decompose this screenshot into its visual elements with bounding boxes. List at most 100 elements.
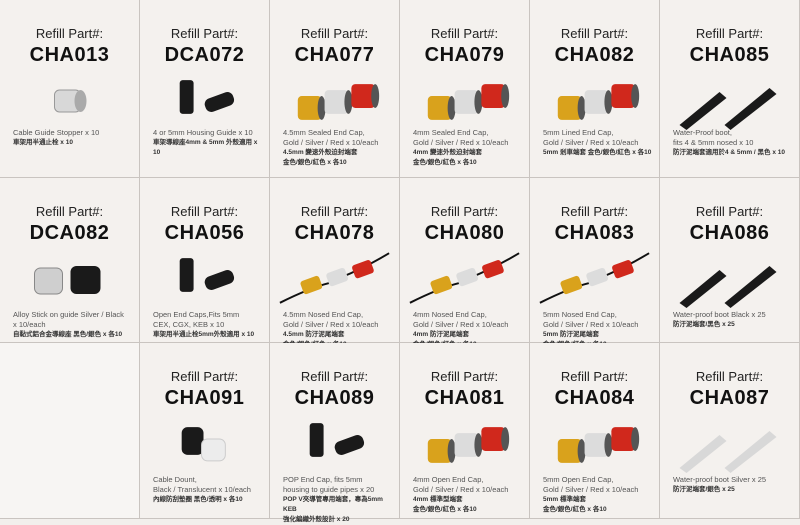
description-line: Gold / Silver / Red x 10/each: [283, 138, 379, 147]
guide-part: [204, 92, 235, 112]
end-cap: [584, 90, 609, 114]
description-line: Gold / Silver / Red x 10/each: [413, 485, 509, 494]
stick-guide: [70, 266, 101, 294]
description-line: CEX, CGX, KEB x 10: [153, 320, 225, 329]
product-cell-cha079: Refill Part#: CHA079 4mm Sealed End Cap,…: [400, 0, 530, 178]
product-image: [400, 248, 529, 310]
boot: [724, 88, 777, 130]
cap-opening: [577, 439, 586, 463]
cap-opening: [474, 90, 483, 114]
end-cap: [324, 90, 349, 114]
cap-opening: [371, 84, 380, 108]
product-cell-dca082: Refill Part#: DCA082 Alloy Stick on guid…: [0, 178, 140, 343]
product-description: Cable Dount, Black / Translucent x 10/eac…: [153, 475, 263, 505]
description-line: Alloy Stick on guide Silver / Black: [13, 310, 124, 319]
guide-part: [334, 435, 365, 455]
chinese-description-line: 車架用半通止栓5mm外殼適用 x 10: [153, 331, 255, 338]
end-cap: [481, 84, 506, 108]
product-cell-cha085: Refill Part#: CHA085 Water-Proof boot, fi…: [660, 0, 800, 178]
nosed-cap: [456, 267, 478, 287]
nosed-cap: [482, 260, 504, 279]
part-code: CHA079: [424, 44, 505, 66]
description-line: Gold / Silver / Red x 10/each: [543, 138, 639, 147]
cap-opening: [344, 90, 353, 114]
part-code: CHA082: [554, 44, 635, 66]
description-line: Gold / Silver / Red x 10/each: [543, 485, 639, 494]
product-description: Water-proof boot Silver x 25 防汙泥端套/銀色 x 2…: [673, 475, 793, 495]
refill-part-label: Refill Part#:: [170, 204, 239, 219]
part-code: CHA080: [424, 222, 505, 244]
product-description: 4 or 5mm Housing Guide x 10 車架導線座4mm & 5m…: [153, 128, 263, 158]
description-line: Gold / Silver / Red x 10/each: [413, 320, 509, 329]
product-image: [660, 413, 799, 475]
description-line: Black / Translucent x 10/each: [153, 485, 251, 494]
chinese-description-line: 5mm 防汙泥尾端套: [543, 331, 599, 338]
cap-opening: [501, 427, 510, 451]
boot: [679, 270, 727, 308]
product-image: [140, 70, 269, 132]
product-description: 4mm Open End Cap, Gold / Silver / Red x 1…: [413, 475, 523, 515]
part-code: CHA084: [554, 387, 635, 409]
product-description: POP End Cap, fits 5mm housing to guide pi…: [283, 475, 393, 525]
description-line: Gold / Silver / Red x 10/each: [413, 138, 509, 147]
description-line: Water-proof boot Black x 25: [673, 310, 766, 319]
part-code: CHA085: [689, 44, 770, 66]
refill-part-label: Refill Part#:: [430, 369, 499, 384]
product-description: Cable Guide Stopper x 10 車架用半通止栓 x 10: [13, 128, 133, 148]
guide-part: [179, 80, 194, 114]
cap-opening: [474, 433, 483, 457]
product-description: Water-Proof boot, fits 4 & 5mm nosed x 10…: [673, 128, 793, 158]
product-cell-cha077: Refill Part#: CHA077 4.5mm Sealed End Ca…: [270, 0, 400, 178]
description-line: 4mm Sealed End Cap,: [413, 128, 489, 137]
description-line: x 10/each: [13, 320, 46, 329]
chinese-description-line: 自黏式鋁合金導線座 黑色/銀色 x 各10: [13, 331, 123, 338]
part-code: CHA013: [29, 44, 110, 66]
donut: [201, 438, 226, 462]
nosed-cap: [560, 275, 583, 295]
product-description: 4mm Sealed End Cap, Gold / Silver / Red x…: [413, 128, 523, 168]
cap-opening: [317, 96, 326, 120]
refill-part-label: Refill Part#:: [430, 26, 499, 41]
cap-opening: [447, 96, 456, 120]
description-line: 4.5mm Sealed End Cap,: [283, 128, 365, 137]
refill-part-label: Refill Part#:: [170, 26, 239, 41]
part-code: CHA081: [424, 387, 505, 409]
part-code: CHA078: [294, 222, 375, 244]
product-image: [270, 413, 399, 475]
product-image: [270, 70, 399, 132]
refill-part-label: Refill Part#:: [560, 369, 629, 384]
refill-part-label: Refill Part#:: [695, 26, 764, 41]
chinese-description-line: 金色/銀色/紅色 x 各10: [413, 159, 477, 166]
refill-part-label: Refill Part#:: [300, 369, 369, 384]
donut: [181, 427, 204, 455]
product-description: Water-proof boot Black x 25 防汙泥端套/黑色 x 25: [673, 310, 793, 330]
product-image: [530, 413, 659, 475]
description-line: 5mm Nosed End Cap,: [543, 310, 617, 319]
product-description: Alloy Stick on guide Silver / Black x 10/…: [13, 310, 133, 340]
cap-opening: [631, 427, 640, 451]
boot: [724, 266, 777, 308]
refill-part-label: Refill Part#:: [430, 204, 499, 219]
nosed-cap: [326, 267, 348, 287]
part-code: DCA072: [164, 44, 245, 66]
description-line: housing to guide pipes x 20: [283, 485, 375, 494]
refill-part-label: Refill Part#:: [300, 26, 369, 41]
description-line: Gold / Silver / Red x 10/each: [283, 320, 379, 329]
product-image: [400, 70, 529, 132]
chinese-description-line: 金色/銀色/紅色 x 各10: [413, 506, 477, 513]
part-code: CHA086: [689, 222, 770, 244]
part-code: CHA056: [164, 222, 245, 244]
refill-part-label: Refill Part#:: [695, 204, 764, 219]
boot: [724, 431, 777, 473]
cap-opening: [604, 433, 613, 457]
end-cap: [584, 433, 609, 457]
description-line: 4mm Open End Cap,: [413, 475, 484, 484]
chinese-description-line: 車架用半通止栓 x 10: [13, 139, 73, 146]
end-cap: [454, 433, 479, 457]
description-line: Water-Proof boot,: [673, 128, 732, 137]
product-cell-cha089: Refill Part#: CHA089 POP End Cap, fits 5…: [270, 343, 400, 523]
product-cell-cha086: Refill Part#: CHA086 Water-proof boot Bl…: [660, 178, 800, 343]
product-cell-cha082: Refill Part#: CHA082 5mm Lined End Cap, G…: [530, 0, 660, 178]
product-cell-cha013: Refill Part#: CHA013 Cable Guide Stopper…: [0, 0, 140, 178]
